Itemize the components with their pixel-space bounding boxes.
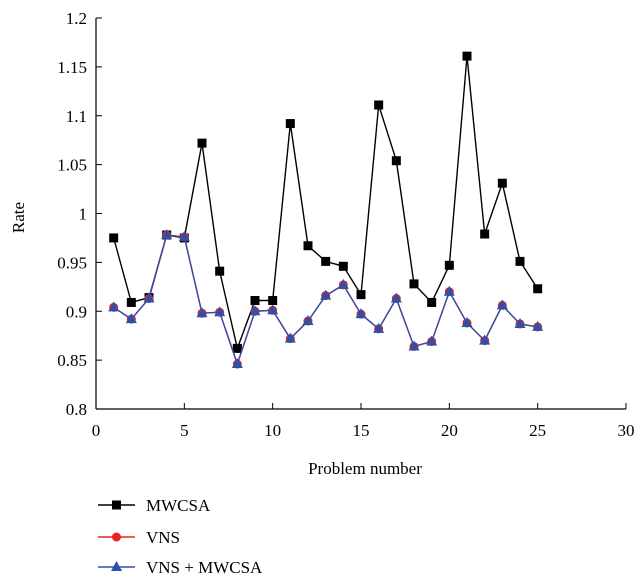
data-point <box>232 343 242 353</box>
data-point <box>408 340 420 351</box>
data-point <box>427 297 437 307</box>
data-point <box>444 260 454 270</box>
data-point <box>250 295 260 305</box>
data-point <box>268 295 278 305</box>
tick-labels: 0.8 0.85 0.9 0.95 1 1.05 1.1 1.15 1.2 0 5 10 15 20 25 3… <box>57 9 634 440</box>
data-point <box>214 306 226 317</box>
y-tick-label: 1.2 <box>66 9 87 28</box>
data-point <box>125 313 137 324</box>
data-point <box>267 304 279 315</box>
data-point <box>497 178 507 188</box>
y-tick-label: 1.1 <box>66 107 87 126</box>
x-tick-label: 25 <box>529 421 546 440</box>
series-mwcsa <box>109 51 543 353</box>
legend-marker <box>112 532 121 542</box>
data-point <box>143 292 155 303</box>
y-tick-label: 0.9 <box>66 302 87 321</box>
x-tick-label: 15 <box>353 421 370 440</box>
data-point <box>303 241 313 251</box>
data-point <box>320 289 332 300</box>
data-point <box>462 51 472 61</box>
data-point <box>496 299 508 310</box>
data-point <box>196 307 208 318</box>
legend-item: VNS <box>98 528 180 547</box>
data-point <box>321 256 331 266</box>
data-point <box>355 308 367 319</box>
data-point <box>391 156 401 166</box>
data-point <box>215 266 225 276</box>
data-point <box>390 292 402 303</box>
data-point <box>409 279 419 289</box>
legend-item: MWCSA <box>98 496 211 515</box>
legend-item: VNS + MWCSA <box>98 558 263 577</box>
data-point <box>109 233 119 243</box>
x-tick-label: 5 <box>180 421 189 440</box>
y-tick-label: 1.15 <box>57 58 87 77</box>
data-point <box>461 316 473 327</box>
data-point <box>533 284 543 294</box>
data-point <box>514 317 526 328</box>
legend-label: MWCSA <box>146 496 211 515</box>
x-tick-label: 10 <box>264 421 281 440</box>
data-point <box>374 100 384 110</box>
legend-label: VNS + MWCSA <box>146 558 263 577</box>
data-point <box>515 256 525 266</box>
data-point <box>338 261 348 271</box>
data-point <box>126 297 136 307</box>
series-line <box>112 56 539 351</box>
y-tick-label: 0.85 <box>57 351 87 370</box>
data-point <box>284 332 296 343</box>
data-point <box>231 358 243 369</box>
data-point <box>178 230 190 241</box>
data-point <box>426 335 438 346</box>
data-point <box>337 278 349 289</box>
legend-marker <box>112 500 121 510</box>
data-point <box>532 320 544 331</box>
x-tick-label: 20 <box>441 421 458 440</box>
data-point <box>161 229 173 240</box>
data-point <box>443 285 455 296</box>
axes <box>95 17 627 410</box>
y-tick-label: 1.05 <box>57 156 87 175</box>
data-point <box>302 315 314 326</box>
legend-label: VNS <box>146 528 180 547</box>
data-point <box>373 322 385 333</box>
data-point <box>356 290 366 300</box>
x-tick-label: 30 <box>618 421 635 440</box>
x-tick-label: 0 <box>92 421 101 440</box>
legend-marker <box>111 561 122 571</box>
legend: MWCSA VNS VNS + MWCSA <box>98 496 263 577</box>
x-axis-label: Problem number <box>308 459 422 478</box>
y-tick-label: 0.95 <box>57 253 87 272</box>
data-point <box>479 334 491 345</box>
y-axis-label: Rate <box>9 202 28 233</box>
y-tick-label: 1 <box>79 205 88 224</box>
y-tick-label: 0.8 <box>66 400 87 419</box>
series-layer <box>108 51 544 369</box>
data-point <box>285 119 295 129</box>
data-point <box>249 305 261 316</box>
data-point <box>108 301 120 312</box>
data-point <box>197 138 207 148</box>
series-vns-mwcsa <box>108 229 544 369</box>
data-point <box>480 229 490 239</box>
